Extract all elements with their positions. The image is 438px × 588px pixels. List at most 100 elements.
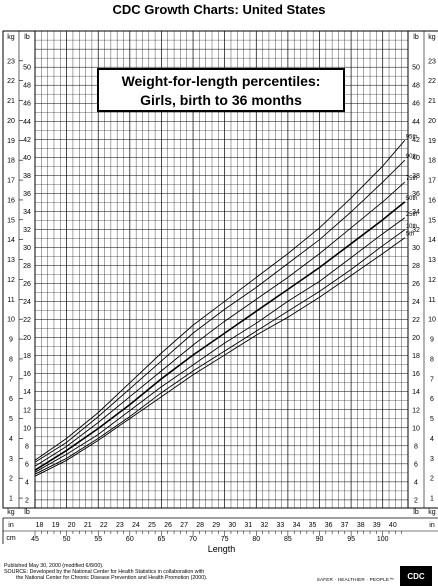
x-tick-cm: 95 bbox=[347, 536, 355, 543]
y-tick-kg-left: 13 bbox=[7, 257, 15, 264]
x-tick-in: 30 bbox=[228, 522, 236, 529]
y-tick-kg-left: 11 bbox=[7, 297, 14, 304]
y-tick-kg-right: 10 bbox=[428, 317, 436, 324]
y-tick-lb-left: 16 bbox=[23, 371, 31, 378]
cdc-logo: CDC bbox=[400, 566, 432, 586]
y-tick-kg-left: 18 bbox=[7, 158, 15, 165]
y-tick-lb-left: 26 bbox=[23, 281, 31, 288]
title-box: Weight-for-length percentiles: Girls, bi… bbox=[97, 68, 345, 112]
y-unit-kg-right-bottom: kg bbox=[428, 509, 436, 516]
cdc-brand-tagline: SAFER · HEALTHIER · PEOPLE™ bbox=[316, 577, 394, 582]
y-tick-lb-right: 48 bbox=[412, 83, 420, 90]
y-tick-kg-right: 23 bbox=[428, 58, 436, 65]
percentile-curve-50th bbox=[34, 201, 406, 471]
y-tick-kg-right: 6 bbox=[430, 396, 434, 403]
y-tick-kg-left: 20 bbox=[7, 118, 15, 125]
x-tick-cm: 50 bbox=[63, 536, 71, 543]
y-tick-kg-left: 17 bbox=[7, 178, 15, 185]
y-tick-kg-left: 1 bbox=[9, 496, 13, 503]
x-tick-in: 33 bbox=[277, 522, 285, 529]
y-tick-lb-left: 18 bbox=[23, 353, 31, 360]
x-unit-in: in bbox=[8, 522, 14, 529]
x-unit-cm: cm bbox=[6, 535, 16, 542]
x-tick-cm: 100 bbox=[377, 536, 389, 543]
y-unit-lb-right-bottom: lb bbox=[413, 509, 419, 516]
x-tick-in: 38 bbox=[357, 522, 365, 529]
y-tick-lb-right: 50 bbox=[412, 65, 420, 72]
y-unit-lb-left-bottom: lb bbox=[24, 509, 30, 516]
y-tick-kg-right: 2 bbox=[430, 476, 434, 483]
y-tick-kg-right: 1 bbox=[430, 496, 434, 503]
y-tick-lb-right: 34 bbox=[412, 209, 420, 216]
percentile-curve-10th bbox=[34, 229, 406, 475]
y-tick-lb-left: 20 bbox=[23, 335, 31, 342]
y-tick-kg-right: 20 bbox=[428, 118, 436, 125]
y-tick-kg-right: 14 bbox=[428, 237, 436, 244]
y-tick-kg-left: 15 bbox=[7, 217, 15, 224]
x-tick-in: 40 bbox=[389, 522, 397, 529]
y-tick-lb-left: 22 bbox=[23, 317, 31, 324]
x-tick-in: 27 bbox=[180, 522, 188, 529]
y-tick-lb-right: 4 bbox=[414, 479, 418, 486]
y-tick-lb-right: 42 bbox=[412, 137, 420, 144]
y-tick-lb-right: 14 bbox=[412, 389, 420, 396]
y-tick-kg-right: 21 bbox=[428, 98, 436, 105]
y-tick-kg-left: 7 bbox=[9, 376, 13, 383]
y-tick-lb-left: 14 bbox=[23, 389, 31, 396]
x-tick-cm: 65 bbox=[158, 536, 166, 543]
footer-source-2: the National Center for Chronic Disease … bbox=[16, 575, 208, 581]
y-tick-lb-right: 32 bbox=[412, 227, 420, 234]
y-tick-kg-left: 16 bbox=[7, 197, 15, 204]
y-tick-lb-right: 40 bbox=[412, 155, 420, 162]
percentile-curve-75th bbox=[34, 181, 406, 467]
y-tick-kg-left: 8 bbox=[9, 356, 13, 363]
chart-header-title: CDC Growth Charts: United States bbox=[112, 2, 326, 17]
x-tick-cm: 60 bbox=[126, 536, 134, 543]
cdc-logo-text: CDC bbox=[407, 571, 425, 581]
percentile-label-75th: 75th bbox=[406, 176, 418, 182]
y-tick-lb-right: 46 bbox=[412, 101, 420, 108]
y-tick-kg-right: 8 bbox=[430, 356, 434, 363]
x-tick-in: 23 bbox=[116, 522, 124, 529]
x-tick-cm: 75 bbox=[221, 536, 229, 543]
y-tick-kg-left: 23 bbox=[7, 58, 15, 65]
y-tick-kg-right: 4 bbox=[430, 436, 434, 443]
y-tick-lb-left: 44 bbox=[23, 119, 31, 126]
x-tick-in: 29 bbox=[212, 522, 220, 529]
y-tick-lb-left: 38 bbox=[23, 173, 31, 180]
y-tick-kg-left: 5 bbox=[9, 416, 13, 423]
y-tick-lb-right: 16 bbox=[412, 371, 420, 378]
y-tick-kg-right: 22 bbox=[428, 78, 436, 85]
y-tick-lb-left: 42 bbox=[23, 137, 31, 144]
x-tick-in: 20 bbox=[68, 522, 76, 529]
x-tick-in: 24 bbox=[132, 522, 140, 529]
y-tick-lb-left: 50 bbox=[23, 65, 31, 72]
y-tick-lb-right: 36 bbox=[412, 191, 420, 198]
y-tick-kg-right: 18 bbox=[428, 158, 436, 165]
y-unit-lb-left: lb bbox=[24, 34, 30, 41]
x-tick-in: 18 bbox=[36, 522, 44, 529]
x-unit-in-right: in bbox=[429, 522, 435, 529]
percentile-curve-25th bbox=[34, 217, 406, 473]
y-tick-kg-left: 21 bbox=[7, 98, 15, 105]
x-tick-cm: 70 bbox=[189, 536, 197, 543]
y-tick-kg-left: 2 bbox=[9, 476, 13, 483]
y-tick-lb-left: 12 bbox=[23, 407, 31, 414]
axes bbox=[2, 30, 438, 544]
y-tick-lb-left: 24 bbox=[23, 299, 31, 306]
y-tick-lb-left: 48 bbox=[23, 83, 31, 90]
x-tick-in: 37 bbox=[341, 522, 349, 529]
y-tick-lb-left: 32 bbox=[23, 227, 31, 234]
y-tick-lb-right: 44 bbox=[412, 119, 420, 126]
percentile-curves bbox=[34, 140, 406, 477]
y-tick-lb-right: 12 bbox=[412, 407, 420, 414]
x-tick-in: 22 bbox=[100, 522, 108, 529]
y-tick-kg-right: 16 bbox=[428, 197, 436, 204]
y-tick-kg-left: 6 bbox=[9, 396, 13, 403]
y-tick-kg-left: 3 bbox=[9, 456, 13, 463]
y-tick-kg-left: 19 bbox=[7, 138, 15, 145]
y-tick-kg-right: 13 bbox=[428, 257, 436, 264]
chart-title: Weight-for-length percentiles: bbox=[121, 73, 321, 89]
percentile-label-50th: 50th bbox=[406, 196, 418, 202]
